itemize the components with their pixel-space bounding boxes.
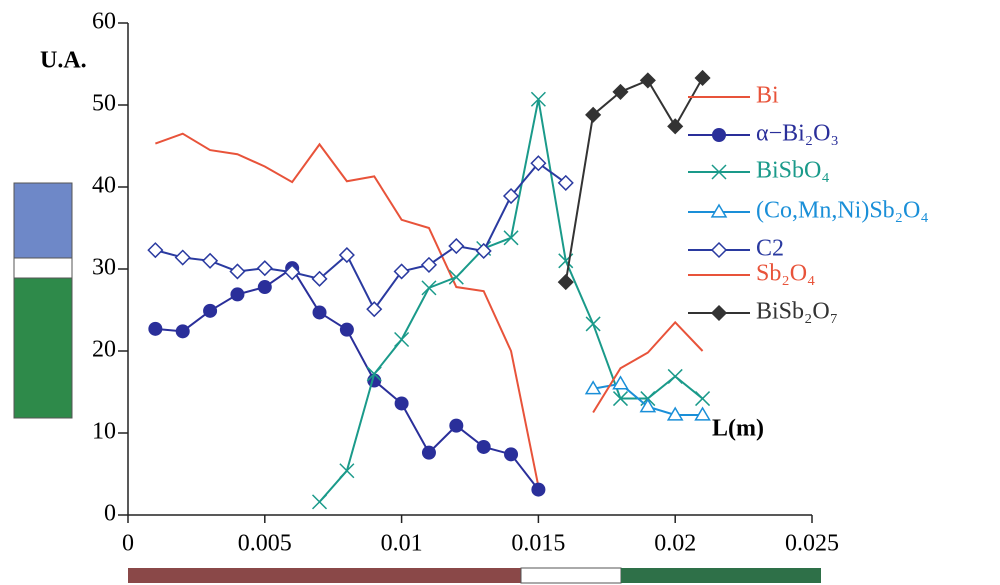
series-line [155,132,540,487]
marker [710,203,728,218]
marker [339,463,355,479]
strip-block [13,257,73,279]
marker [666,406,684,421]
legend-label: BiSbO₄ [756,158,830,184]
series-line [155,266,540,491]
marker [339,322,354,337]
marker [421,445,436,460]
x-tick-label: 0.005 [238,531,292,557]
x-tick-label: 0.02 [654,531,696,557]
marker [174,249,191,266]
marker [311,494,328,510]
y-tick-label: 60 [92,9,116,35]
strip-block [520,567,622,584]
marker [710,304,728,322]
marker [230,287,245,302]
marker [667,368,683,384]
marker [639,398,657,413]
marker [710,241,728,259]
marker [585,316,601,332]
legend-label: Bi [756,83,779,109]
x-tick-label: 0.01 [381,531,423,557]
marker [585,106,602,123]
marker [667,118,684,135]
x-tick-label: 0 [122,531,134,557]
marker [256,260,273,277]
marker [394,331,410,348]
y-tick-label: 30 [92,255,116,281]
marker [530,155,547,172]
marker [694,406,711,421]
marker [711,164,727,180]
x-tick-label: 0.025 [785,531,839,557]
y-tick-label: 20 [92,337,116,363]
series-line [318,99,704,503]
marker [366,366,382,382]
marker [175,324,190,339]
marker [448,237,465,255]
marker [531,482,546,497]
marker [338,246,355,264]
legend-label: BiSb₂O₇ [756,299,838,325]
series-line [155,161,567,312]
marker [475,242,492,260]
series-line [564,77,704,283]
marker [203,303,218,318]
marker [502,187,520,205]
strip-block [13,182,73,259]
marker [366,301,383,318]
marker [584,380,602,395]
legend-label: C2 [756,236,784,262]
legend-label: Sb₂O₄ [756,261,815,287]
y-tick-label: 50 [92,91,116,117]
marker [420,256,438,273]
marker [557,274,574,291]
x-tick-label: 0.015 [511,531,565,557]
marker [148,321,163,336]
marker [257,280,272,295]
marker [229,263,246,280]
y-tick-label: 10 [92,419,116,445]
x-axis-label: L(m) [712,416,764,442]
marker [421,280,437,296]
series-line [592,320,704,414]
marker [312,305,327,320]
legend-label: α−Bi₂O₃ [756,121,839,147]
marker [639,72,656,89]
marker [284,264,301,281]
strip-block [128,568,521,583]
legend-label: (Co,Mn,Ni)Sb₂O₄ [756,198,929,224]
y-tick-label: 40 [92,173,116,199]
marker [612,375,629,390]
marker [394,396,409,411]
marker [694,69,711,87]
strip-block [621,568,821,583]
marker [393,263,410,280]
marker [311,270,328,287]
strip-block [13,277,73,419]
marker [147,242,164,259]
y-axis-label: U.A. [40,48,87,74]
marker [612,391,629,407]
marker [504,447,519,462]
y-tick-label: 0 [104,501,116,527]
marker [557,174,574,191]
marker [712,128,726,142]
marker [612,83,629,100]
marker [530,91,546,107]
marker [448,269,464,285]
marker [449,418,464,433]
marker [476,439,491,454]
marker [503,230,519,246]
marker [202,252,219,269]
marker [695,391,711,407]
